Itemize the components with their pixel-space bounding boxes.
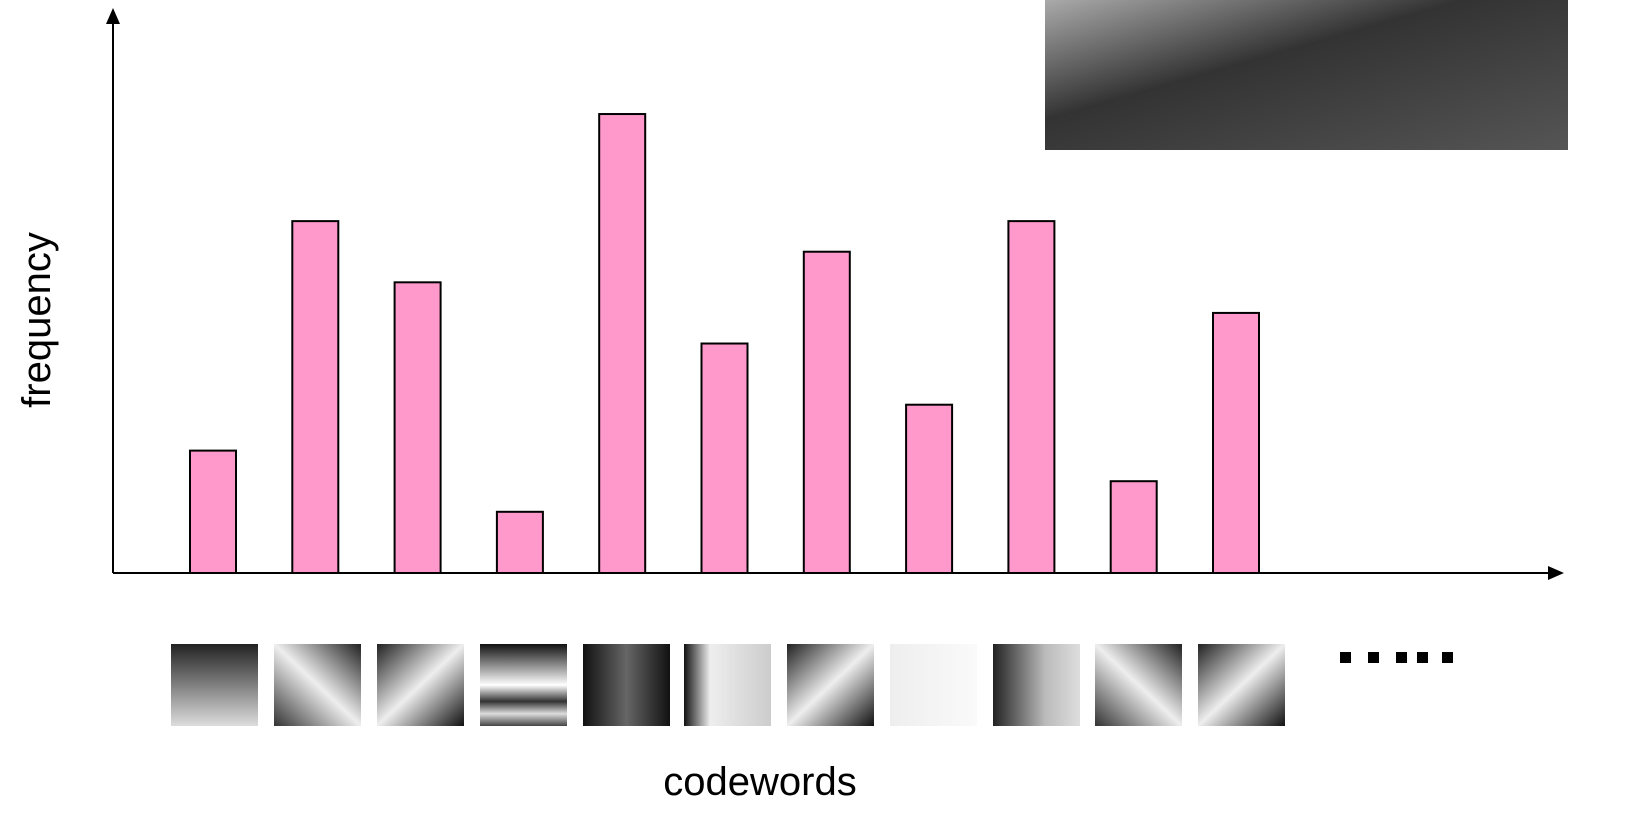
bar	[1109, 480, 1158, 574]
bar	[1007, 220, 1056, 574]
bar	[802, 250, 851, 574]
ellipsis	[1340, 652, 1453, 663]
codeword-patches	[171, 644, 1285, 726]
bar	[905, 403, 954, 574]
bar	[700, 342, 749, 574]
bar	[291, 220, 340, 574]
bar	[598, 113, 647, 574]
bar	[495, 510, 544, 575]
bar	[393, 281, 442, 574]
y-axis-arrow	[106, 8, 120, 24]
x-axis-arrow	[1548, 566, 1564, 580]
bar	[1212, 311, 1260, 574]
bar	[189, 449, 237, 575]
x-axis-label: codewords	[663, 760, 856, 804]
y-axis-label: frequency	[15, 232, 59, 408]
photo	[1045, 0, 1568, 150]
